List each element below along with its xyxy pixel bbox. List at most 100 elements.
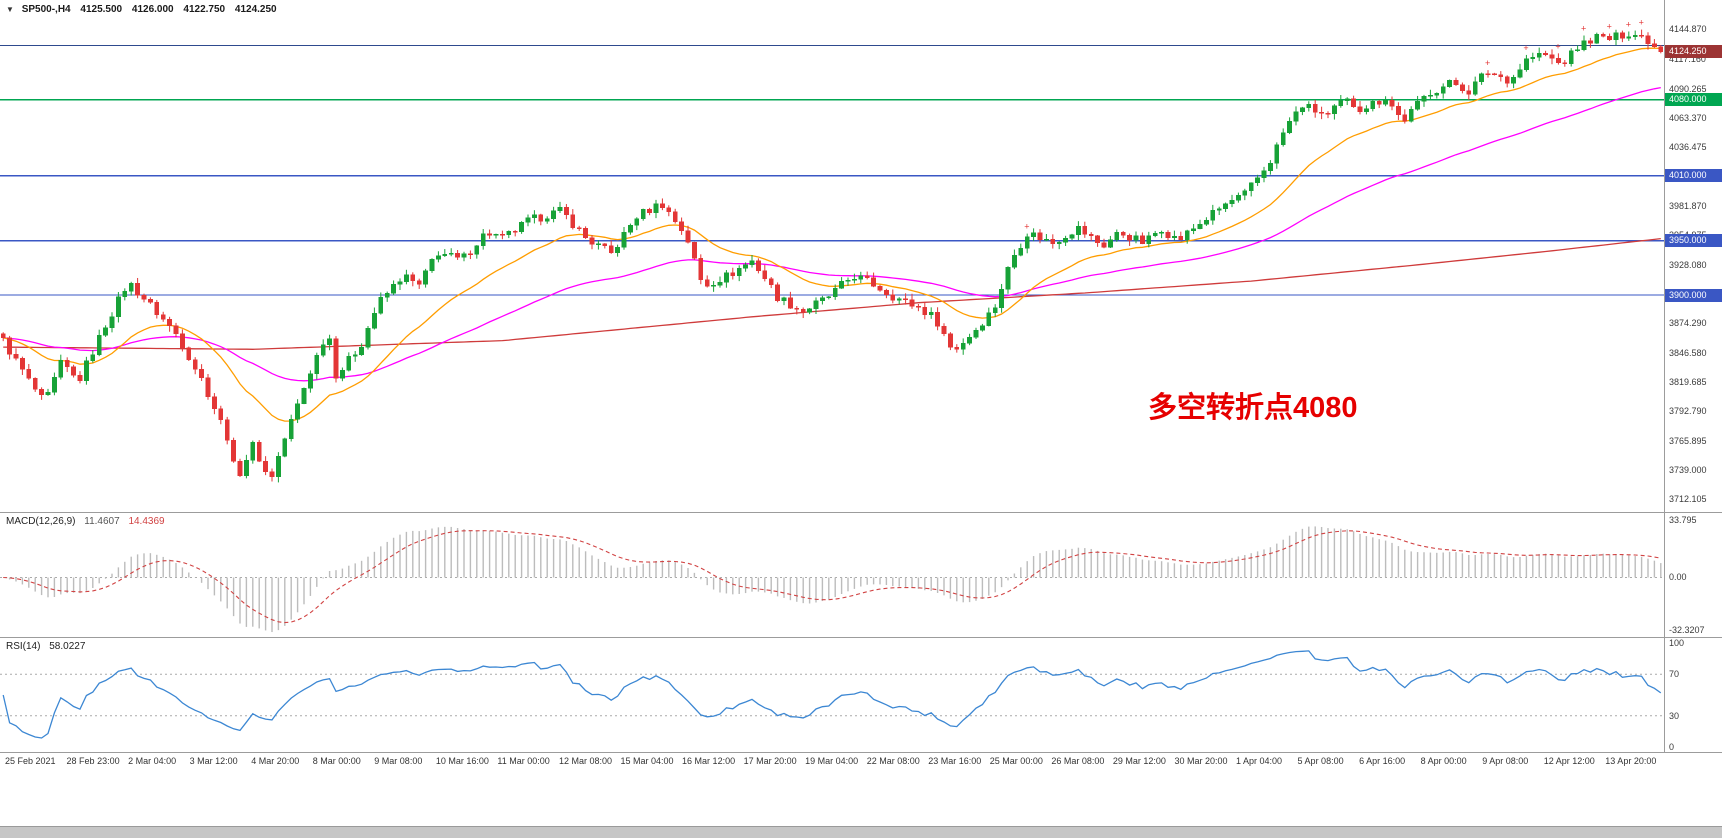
price-level-tag: 3950.000 — [1665, 234, 1722, 248]
ohlc-close: 4124.250 — [234, 4, 277, 15]
candle — [672, 211, 678, 223]
main-macd-divider[interactable] — [0, 512, 1722, 513]
candle — [711, 285, 717, 287]
time-axis-label: 1 Apr 04:00 — [1236, 756, 1283, 766]
candle — [826, 296, 832, 298]
candle — [813, 300, 819, 309]
candle — [378, 297, 384, 314]
candle — [167, 318, 173, 327]
candle — [1280, 132, 1286, 145]
candle — [1504, 76, 1510, 84]
candle — [1024, 236, 1030, 249]
time-axis-label: 4 Mar 20:00 — [251, 756, 300, 766]
price-axis-label: 3874.290 — [1669, 317, 1707, 328]
candle — [250, 441, 256, 461]
candle — [903, 298, 909, 301]
ma-fast-line — [3, 47, 1661, 422]
fractal-marker-icon: + — [1581, 23, 1586, 33]
candle — [775, 284, 781, 302]
candle — [1088, 233, 1094, 237]
candle — [704, 279, 710, 287]
candle — [26, 369, 32, 379]
candle — [1338, 100, 1344, 106]
fractal-marker-icon: + — [1555, 41, 1560, 51]
candle — [1210, 210, 1216, 221]
candle — [1383, 100, 1389, 105]
candle — [755, 260, 761, 271]
candle — [730, 272, 736, 276]
candle — [800, 308, 806, 313]
symbol-period-label: SP500-,H4 — [21, 4, 71, 15]
candle — [723, 272, 729, 283]
candle — [211, 396, 217, 409]
candle — [807, 308, 813, 313]
candle — [179, 333, 185, 349]
candle — [794, 307, 800, 310]
candle — [781, 297, 787, 302]
candle — [1517, 69, 1523, 78]
candle — [314, 355, 320, 375]
main-price-panel[interactable]: + + + + + + + + — [0, 0, 1664, 512]
candle — [634, 218, 640, 226]
candle — [922, 307, 928, 316]
candle — [1223, 203, 1229, 210]
candle — [979, 325, 985, 331]
candle — [659, 203, 665, 209]
rsi-axis-label: 70 — [1669, 669, 1680, 680]
candle — [1197, 224, 1203, 229]
candle — [493, 234, 499, 236]
candle — [1229, 199, 1235, 204]
candle — [83, 360, 89, 381]
candle — [218, 408, 224, 420]
candle — [365, 328, 371, 348]
candle — [1287, 121, 1293, 133]
time-axis-label: 5 Apr 08:00 — [1297, 756, 1344, 766]
collapse-icon[interactable]: ▼ — [6, 5, 14, 14]
candle — [77, 374, 83, 381]
rsi-panel[interactable] — [0, 638, 1664, 752]
candle — [1421, 95, 1427, 102]
rsi-axis-label: 100 — [1669, 638, 1685, 648]
time-axis-label: 3 Mar 12:00 — [189, 756, 238, 766]
candle — [954, 346, 960, 350]
macd-rsi-divider[interactable] — [0, 637, 1722, 638]
candle — [263, 461, 269, 473]
candle — [1466, 90, 1472, 95]
candle — [160, 314, 166, 320]
macd-main-value: 11.4607 — [84, 516, 120, 527]
ma-slow-line — [3, 237, 1661, 350]
candle — [1485, 73, 1491, 75]
price-scale-divider[interactable] — [1664, 0, 1665, 753]
candle — [71, 366, 77, 376]
time-axis-label: 13 Apr 20:00 — [1605, 756, 1657, 766]
candle — [787, 297, 793, 309]
time-axis-label: 12 Mar 08:00 — [558, 756, 612, 766]
candle — [346, 355, 352, 371]
candle — [1191, 228, 1197, 232]
candle — [64, 359, 70, 368]
candle — [602, 243, 608, 247]
candle — [1120, 231, 1126, 236]
candle — [461, 253, 467, 258]
candle — [544, 218, 550, 222]
fractal-marker-icon: + — [1024, 222, 1029, 232]
candle — [282, 438, 288, 457]
candle — [1607, 35, 1613, 40]
macd-signal-line — [3, 530, 1661, 624]
candle — [1427, 95, 1433, 97]
candle — [640, 209, 646, 220]
candle — [698, 257, 704, 280]
macd-panel[interactable] — [0, 513, 1664, 637]
candle — [1440, 86, 1446, 94]
candle — [576, 227, 582, 229]
price-axis-label: 4036.475 — [1669, 142, 1707, 152]
macd-axis-label: -32.3207 — [1669, 625, 1705, 635]
time-axis-label: 16 Mar 12:00 — [682, 756, 736, 766]
bottom-scrollbar[interactable] — [0, 826, 1722, 838]
candle — [871, 277, 877, 287]
candle — [1632, 34, 1638, 37]
price-axis-label: 3765.895 — [1669, 435, 1707, 446]
candle — [1587, 40, 1593, 44]
ohlc-low: 4122.750 — [183, 4, 226, 15]
annotation-text[interactable]: 多空转折点4080 — [1148, 392, 1358, 424]
